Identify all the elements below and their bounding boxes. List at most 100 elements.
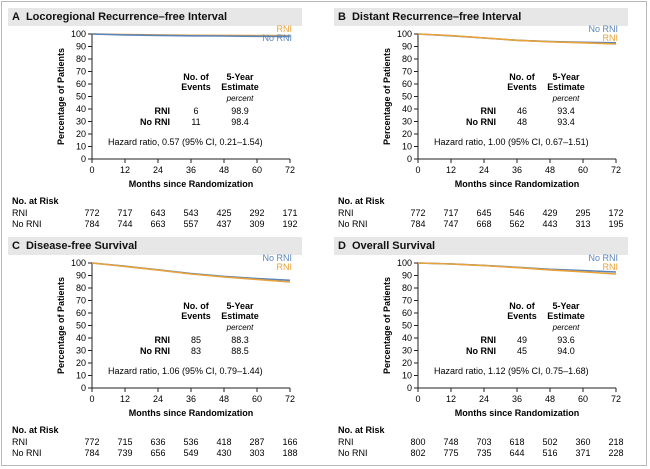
y-tick-label: 50 [402,321,412,331]
x-axis-title: Months since Randomization [455,179,580,189]
risk-value: 429 [542,208,557,218]
risk-value: 171 [282,208,297,218]
risk-value: 309 [249,219,264,229]
hazard-ratio: Hazard ratio, 1.12 (95% CI, 0.75–1.68) [434,366,589,376]
panel-letter: D [338,240,346,252]
table-row-events: 46 [517,106,527,116]
risk-value: 371 [575,448,590,458]
table-row-events: 83 [191,346,201,356]
risk-value: 739 [117,448,132,458]
x-tick-label: 72 [611,165,621,175]
table-row-estimate: 93.4 [557,117,575,127]
x-axis-title: Months since Randomization [129,408,254,418]
panel-d: D Overall Survival 0 10 20 30 40 50 60 70 80 90 100… [334,237,634,465]
risk-value: 228 [608,448,623,458]
risk-value: 425 [216,208,231,218]
series-line-no-rni [91,33,291,38]
risk-value: 663 [150,219,165,229]
y-tick-label: 10 [76,371,86,381]
risk-value: 784 [84,219,99,229]
y-axis-title: Percentage of Patients [382,277,392,374]
y-tick-label: 0 [81,154,86,164]
x-axis-title: Months since Randomization [455,408,580,418]
x-tick-label: 72 [285,394,295,404]
table-header-events: No. of [183,301,209,311]
y-tick-label: 60 [402,308,412,318]
risk-value: 303 [249,448,264,458]
risk-value: 618 [509,437,524,447]
table-header-events: No. of [509,301,535,311]
y-tick-label: 20 [76,129,86,139]
table-header-events: Events [181,82,211,92]
risk-value: 418 [216,437,231,447]
risk-row-group: RNI [338,208,354,218]
y-tick-label: 80 [76,283,86,293]
risk-value: 430 [216,448,231,458]
table-header-estimate: 5-Year [552,301,580,311]
risk-table-title: No. at Risk [12,425,60,435]
risk-value: 643 [150,208,165,218]
risk-value: 546 [509,208,524,218]
y-tick-label: 90 [402,42,412,52]
y-tick-label: 30 [402,346,412,356]
table-row-events: 45 [517,346,527,356]
x-tick-label: 48 [219,165,229,175]
x-tick-label: 60 [252,165,262,175]
table-row-estimate: 93.6 [557,335,575,345]
risk-value: 218 [608,437,623,447]
x-tick-label: 36 [186,165,196,175]
table-row-group: RNI [155,335,171,345]
panel-title: Disease-free Survival [25,240,138,252]
table-row-group: No RNI [466,346,496,356]
table-header-estimate: 5-Year [226,72,254,82]
table-row-estimate: 88.3 [231,335,249,345]
risk-row-group: No RNI [338,448,368,458]
risk-value: 784 [84,448,99,458]
risk-value: 295 [575,208,590,218]
risk-value: 292 [249,208,264,218]
table-header-events: Events [507,82,537,92]
risk-value: 188 [282,448,297,458]
x-tick-label: 36 [186,394,196,404]
risk-value: 703 [476,437,491,447]
table-header-estimate: 5-Year [552,72,580,82]
x-tick-label: 60 [578,394,588,404]
table-header-events: Events [507,311,537,321]
table-row-events: 48 [517,117,527,127]
y-tick-label: 0 [407,154,412,164]
risk-table-title: No. at Risk [338,196,386,206]
y-axis-title: Percentage of Patients [56,48,66,145]
x-tick-label: 0 [89,165,94,175]
table-row-group: No RNI [466,117,496,127]
hazard-ratio: Hazard ratio, 0.57 (95% CI, 0.21–1.54) [108,137,263,147]
risk-value: 800 [410,437,425,447]
y-tick-label: 100 [397,29,412,39]
x-tick-label: 48 [219,394,229,404]
y-tick-label: 100 [71,258,86,268]
legend-label-rni: RNI [277,24,293,34]
risk-row-group: RNI [12,208,28,218]
x-tick-label: 60 [578,165,588,175]
y-tick-label: 70 [402,296,412,306]
table-header-events: No. of [183,72,209,82]
table-unit: percent [226,94,254,103]
risk-value: 715 [117,437,132,447]
y-tick-label: 30 [76,117,86,127]
panel-letter: A [12,11,20,23]
y-tick-label: 60 [76,308,86,318]
legend-label-no-rni: No RNI [262,253,292,263]
risk-value: 287 [249,437,264,447]
table-row-events: 6 [193,106,198,116]
risk-table-title: No. at Risk [338,425,386,435]
risk-value: 772 [84,437,99,447]
x-tick-label: 0 [415,165,420,175]
y-axis-title: Percentage of Patients [56,277,66,374]
x-tick-label: 24 [479,394,489,404]
legend-label-no-rni: No RNI [262,33,292,43]
risk-value: 549 [183,448,198,458]
x-tick-label: 72 [611,394,621,404]
risk-value: 802 [410,448,425,458]
y-tick-label: 20 [76,358,86,368]
table-row-estimate: 94.0 [557,346,575,356]
